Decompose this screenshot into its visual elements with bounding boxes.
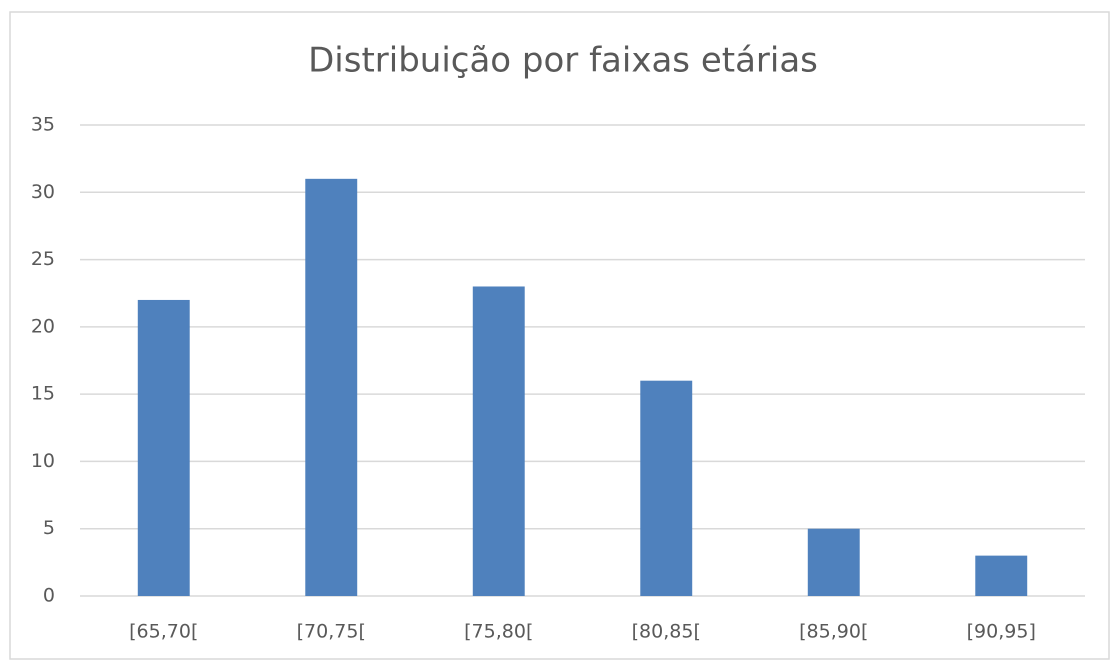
bar [640,380,693,596]
x-tick-label: [85,90[ [799,621,868,643]
y-tick-label: 0 [43,585,55,607]
y-tick-label: 15 [31,383,55,405]
y-tick-label: 25 [31,248,55,270]
x-tick-label: [65,70[ [129,621,198,643]
y-tick-label: 30 [31,181,55,203]
x-tick-label: [70,75[ [297,621,366,643]
bar [137,299,190,596]
y-tick-label: 5 [43,517,55,539]
y-tick-label: 10 [31,450,55,472]
chart-title: Distribuição por faixas etárias [308,41,818,81]
bar [305,178,358,597]
x-tick-label: [75,80[ [464,621,533,643]
x-tick-label: [90,95] [967,621,1036,643]
x-tick-label: [80,85[ [632,621,701,643]
bar [472,286,525,596]
bar [807,528,860,596]
bar [975,555,1028,596]
chart-frame [9,11,1110,660]
y-tick-label: 20 [31,315,55,337]
y-tick-label: 35 [31,114,55,136]
